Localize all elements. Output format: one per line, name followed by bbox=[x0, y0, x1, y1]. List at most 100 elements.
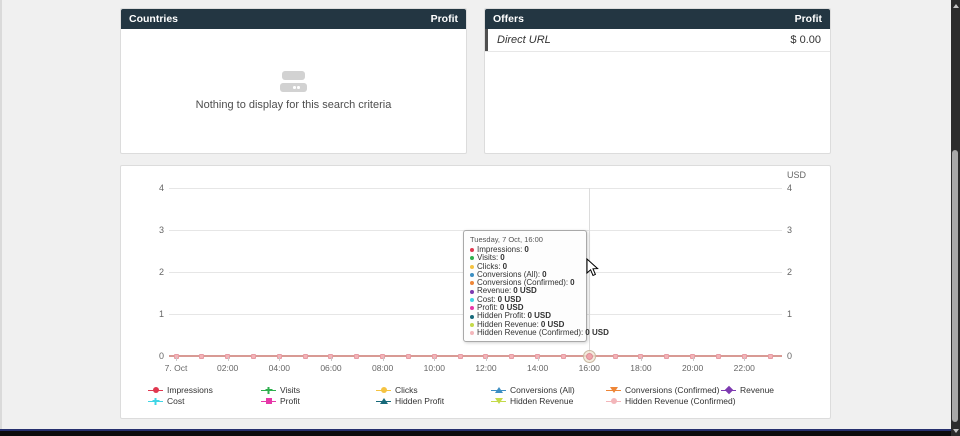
x-axis-tick bbox=[692, 357, 694, 361]
x-axis-tick bbox=[485, 357, 487, 361]
data-point-marker bbox=[715, 353, 721, 359]
legend-item-profit[interactable]: Profit bbox=[261, 396, 300, 406]
countries-empty-text: Nothing to display for this search crite… bbox=[195, 99, 392, 111]
series-color-dot-icon bbox=[470, 248, 474, 253]
data-point-marker bbox=[250, 353, 256, 359]
offer-row-direct-url[interactable]: Direct URL $ 0.00 bbox=[485, 29, 830, 52]
legend-item-hidden-revenue[interactable]: Hidden Revenue bbox=[491, 396, 573, 406]
data-point-marker bbox=[199, 353, 205, 359]
x-axis-label: 06:00 bbox=[320, 363, 342, 373]
x-axis-tick bbox=[640, 357, 642, 361]
legend-item-conversions-all[interactable]: Conversions (All) bbox=[491, 385, 575, 395]
legend-label: Impressions bbox=[167, 385, 213, 395]
tooltip-row: Visits: 0 bbox=[470, 253, 580, 262]
y-axis-label-right: 0 bbox=[787, 351, 793, 361]
x-axis-tick bbox=[434, 357, 436, 361]
y-axis-label-left: 4 bbox=[158, 183, 164, 193]
series-color-dot-icon bbox=[470, 256, 474, 261]
legend-item-hidden-profit[interactable]: Hidden Profit bbox=[376, 396, 444, 406]
legend-item-clicks[interactable]: Clicks bbox=[376, 385, 418, 395]
series-color-dot-icon bbox=[470, 331, 474, 336]
legend-marker-icon bbox=[606, 397, 621, 406]
y-axis-label-right: 4 bbox=[787, 183, 793, 193]
offer-row-accent-bar bbox=[485, 29, 488, 51]
legend-marker-icon bbox=[606, 386, 621, 395]
legend-marker-icon bbox=[261, 386, 276, 395]
legend-label: Conversions (Confirmed) bbox=[625, 385, 720, 395]
series-color-dot-icon bbox=[470, 289, 474, 294]
data-point-marker bbox=[457, 353, 463, 359]
data-point-marker bbox=[405, 353, 411, 359]
countries-metric-label: Profit bbox=[430, 13, 458, 25]
countries-empty-state: Nothing to display for this search crite… bbox=[121, 29, 466, 153]
chart-plot-area: USD 4 4 3 3 2 2 1 1 0 0 7. Oct 02:00 04:00 06:00 08:0… bbox=[121, 166, 832, 420]
legend-marker-icon bbox=[491, 397, 506, 406]
chart-tooltip: Tuesday, 7 Oct, 16:00 Impressions: 0 Visit… bbox=[463, 230, 609, 343]
x-axis-label: 20:00 bbox=[681, 363, 704, 373]
scrollbar-down-arrow-icon[interactable] bbox=[951, 426, 960, 435]
tooltip-row: Profit: 0 USD bbox=[470, 303, 580, 312]
window-bottom-edge bbox=[0, 429, 960, 436]
x-axis-label: 04:00 bbox=[268, 363, 290, 373]
legend-label: Hidden Revenue bbox=[510, 396, 574, 406]
countries-panel: Countries Profit Nothing to display for … bbox=[120, 8, 467, 154]
x-axis-tick bbox=[279, 357, 281, 361]
x-axis-tick bbox=[744, 357, 746, 361]
legend-marker-icon bbox=[376, 397, 391, 406]
y-axis-label-left: 2 bbox=[158, 267, 164, 277]
data-point-marker bbox=[509, 353, 515, 359]
legend-label: Profit bbox=[280, 396, 300, 406]
legend-item-hidden-revenue-confirmed[interactable]: Hidden Revenue (Confirmed) bbox=[606, 396, 736, 406]
series-color-dot-icon bbox=[470, 314, 474, 319]
x-axis-tick bbox=[382, 357, 384, 361]
offers-panel: Offers Profit Direct URL $ 0.00 bbox=[484, 8, 831, 154]
legend-label: Conversions (All) bbox=[510, 385, 575, 395]
scrollbar-thumb[interactable] bbox=[952, 150, 958, 422]
x-axis-label: 18:00 bbox=[630, 363, 652, 373]
legend-marker-icon bbox=[148, 397, 163, 406]
x-axis-tick bbox=[227, 357, 229, 361]
legend-marker-icon bbox=[148, 386, 163, 395]
x-axis-tick bbox=[537, 357, 539, 361]
offers-panel-header: Offers Profit bbox=[485, 9, 830, 29]
legend-marker-icon bbox=[261, 397, 276, 406]
offers-panel-title: Offers bbox=[493, 13, 524, 25]
y-axis-label-left: 3 bbox=[158, 225, 164, 235]
tooltip-row: Conversions (All): 0 bbox=[470, 270, 580, 279]
legend-item-cost[interactable]: Cost bbox=[148, 396, 184, 406]
data-point-marker bbox=[560, 353, 566, 359]
legend-item-conversions-confirmed[interactable]: Conversions (Confirmed) bbox=[606, 385, 719, 395]
data-point-marker bbox=[664, 353, 670, 359]
scrollbar-up-arrow-icon[interactable] bbox=[951, 1, 960, 10]
legend-label: Cost bbox=[167, 396, 185, 406]
legend-item-impressions[interactable]: Impressions bbox=[148, 385, 213, 395]
legend-label: Hidden Profit bbox=[395, 396, 445, 406]
tooltip-row: Clicks: 0 bbox=[470, 262, 580, 271]
tooltip-row: Hidden Revenue (Confirmed): 0 USD bbox=[470, 328, 609, 337]
legend-label: Hidden Revenue (Confirmed) bbox=[625, 396, 736, 406]
y-axis-label-left: 0 bbox=[158, 351, 164, 361]
x-axis-label: 02:00 bbox=[217, 363, 239, 373]
x-axis-label: 12:00 bbox=[475, 363, 497, 373]
legend-item-revenue[interactable]: Revenue bbox=[721, 385, 774, 395]
x-axis-label: 14:00 bbox=[526, 363, 549, 373]
x-axis-label: 10:00 bbox=[423, 363, 445, 373]
x-axis-label: 7. Oct bbox=[164, 363, 188, 373]
series-color-dot-icon bbox=[470, 322, 474, 327]
series-color-dot-icon bbox=[470, 297, 474, 302]
tooltip-row: Hidden Profit: 0 USD bbox=[470, 312, 580, 320]
legend-label: Visits bbox=[280, 385, 301, 395]
tooltip-title: Tuesday, 7 Oct, 16:00 bbox=[470, 235, 543, 244]
hovered-data-point[interactable] bbox=[582, 349, 596, 363]
tooltip-row: Revenue: 0 USD bbox=[470, 287, 580, 295]
y-axis-label-right: 3 bbox=[787, 225, 793, 235]
data-point-marker bbox=[302, 353, 308, 359]
legend-item-visits[interactable]: Visits bbox=[261, 385, 300, 395]
data-point-marker bbox=[767, 353, 773, 359]
x-axis-tick bbox=[176, 357, 177, 361]
gridline bbox=[169, 188, 782, 189]
tooltip-row: Conversions (Confirmed): 0 bbox=[470, 278, 580, 287]
vertical-scrollbar[interactable] bbox=[951, 0, 960, 436]
legend-label: Clicks bbox=[395, 385, 418, 395]
